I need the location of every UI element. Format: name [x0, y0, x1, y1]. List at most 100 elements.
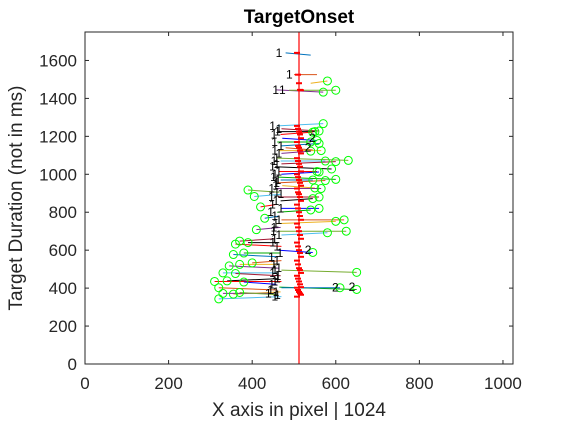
axes-layer: 0 200 400 600 800 1000 0 200 400 600 800 1000 1200 14…	[39, 32, 522, 393]
trial-label: 1	[272, 83, 279, 97]
trial-endpoint-marker	[235, 287, 245, 297]
trial-label: 1	[273, 254, 280, 268]
trial-endpoint-marker	[308, 194, 318, 204]
trial-label: 1	[271, 220, 278, 234]
trial-label: 1	[268, 190, 275, 204]
trial-segment	[247, 189, 280, 193]
trial-endpoint-marker	[230, 239, 240, 249]
trial-endpoint-marker	[331, 85, 341, 95]
trial-label: 1	[269, 119, 276, 133]
trial-label: 1	[271, 290, 278, 304]
trial-label: 1	[271, 135, 278, 149]
y-tick-label: 1200	[39, 127, 77, 146]
trial-endpoint-marker	[230, 269, 240, 279]
trial-endpoint-marker	[222, 276, 232, 286]
trial-label: 1	[270, 170, 277, 184]
trial-segment	[277, 180, 326, 184]
trial-label: 1	[273, 185, 280, 199]
trial-endpoint-marker	[247, 258, 257, 268]
trial-endpoint-marker	[239, 248, 249, 258]
trial-endpoint-marker	[260, 213, 270, 223]
trial-endpoint-marker	[310, 183, 320, 193]
trial-segment	[218, 296, 282, 300]
trial-segment	[277, 123, 324, 127]
trial-label: 1	[272, 217, 279, 231]
trial-endpoint-marker	[314, 139, 324, 149]
trial-segment	[260, 204, 276, 208]
y-tick-label: 0	[68, 355, 77, 374]
plot-frame	[84, 31, 514, 365]
trial-label: 1	[275, 228, 282, 242]
trial-label: 1	[277, 201, 284, 215]
trial-segment	[239, 291, 279, 296]
trial-label: 1	[270, 257, 277, 271]
y-tick-label: 1600	[39, 51, 77, 70]
trial-label: 1	[271, 144, 278, 158]
trial-endpoint-marker	[352, 284, 362, 294]
trial-endpoint-marker	[214, 294, 224, 304]
trial-endpoint-marker	[228, 250, 238, 260]
trial-label: 1	[271, 167, 278, 181]
trial-segment	[218, 287, 278, 291]
trial-segment	[281, 128, 320, 132]
x-tick-label: 400	[238, 374, 266, 393]
y-tick-label: 400	[49, 279, 77, 298]
trial-endpoint-marker	[306, 146, 316, 156]
trial-label: 2	[349, 280, 356, 294]
trial-endpoint-marker	[320, 156, 330, 166]
trial-endpoint-marker	[320, 176, 330, 186]
trial-segment	[229, 265, 280, 269]
trial-endpoint-marker	[322, 76, 332, 86]
trial-segment	[277, 209, 311, 213]
trial-label: 1	[268, 182, 275, 196]
trial-label: 1	[275, 269, 282, 283]
trial-endpoint-marker	[312, 136, 322, 146]
trial-label: 1	[274, 288, 281, 302]
trial-endpoint-marker	[343, 155, 353, 165]
trial-label: 1	[277, 187, 284, 201]
trial-endpoint-marker	[314, 192, 324, 202]
trial-label: 2	[305, 141, 312, 155]
trial-endpoint-marker	[335, 283, 345, 293]
trial-endpoint-marker	[316, 184, 326, 194]
trial-label: 1	[270, 224, 277, 238]
trial-endpoint-marker	[318, 87, 328, 97]
trial-endpoint-marker	[306, 205, 316, 215]
trial-label: 1	[275, 213, 282, 227]
trial-segment	[277, 249, 313, 253]
trial-segment	[275, 166, 332, 170]
trial-label: 1	[268, 277, 275, 291]
trial-segment	[281, 161, 336, 165]
trial-label: 1	[269, 160, 276, 174]
trial-label: 1	[269, 198, 276, 212]
trial-segment	[278, 176, 336, 180]
x-tick-label: 800	[405, 374, 433, 393]
reference-layer	[294, 32, 304, 364]
trial-segment	[254, 193, 282, 197]
trial-label: 1	[277, 139, 284, 153]
trial-endpoint-marker	[318, 119, 328, 129]
trial-segment	[280, 131, 313, 135]
trial-label: 1	[274, 125, 281, 139]
trial-endpoint-marker	[314, 203, 324, 213]
trial-endpoint-marker	[218, 268, 228, 278]
trial-label: 2	[332, 281, 339, 295]
trial-segment	[239, 238, 276, 242]
trial-segment	[233, 254, 279, 258]
trial-label: 1	[275, 146, 282, 160]
x-tick-label: 0	[80, 374, 89, 393]
trial-segment	[276, 220, 336, 225]
trial-label: 1	[271, 274, 278, 288]
trial-label: 1	[273, 176, 280, 190]
trial-label: 1	[267, 283, 274, 297]
trial-endpoint-marker	[316, 146, 326, 156]
trial-endpoint-marker	[327, 164, 337, 174]
trial-label: 1	[275, 164, 282, 178]
y-tick-label: 1400	[39, 89, 77, 108]
trial-segment	[310, 80, 328, 84]
trial-endpoint-marker	[352, 267, 362, 277]
trial-label: 1	[271, 127, 278, 141]
trial-label: 1	[286, 68, 293, 82]
y-tick-label: 800	[49, 203, 77, 222]
trial-segment	[281, 269, 357, 273]
